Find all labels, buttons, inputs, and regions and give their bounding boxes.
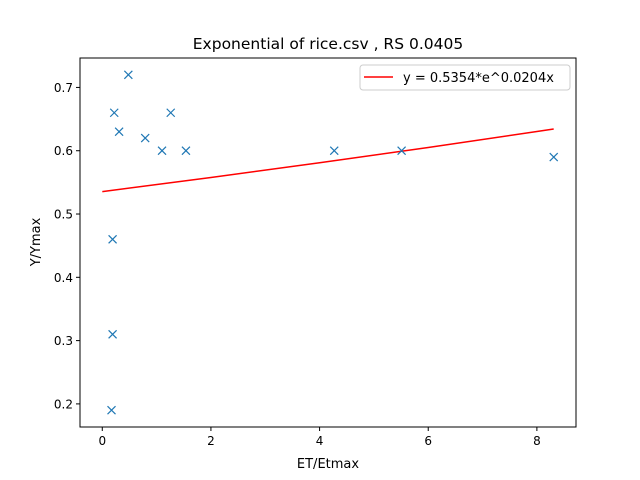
data-point-marker <box>157 146 167 156</box>
data-point-marker <box>140 133 150 143</box>
x-axis: 0 2 4 6 8 <box>98 427 541 448</box>
legend: y = 0.5354*e^0.0204x <box>359 64 571 91</box>
fit-line <box>102 128 554 193</box>
x-tick-label: 0 <box>98 434 106 448</box>
data-point-marker <box>123 70 133 80</box>
chart-title: Exponential of rice.csv , RS 0.0405 <box>193 35 463 53</box>
data-point-marker <box>109 108 119 118</box>
data-point-marker <box>329 146 339 156</box>
x-tick-label: 6 <box>424 434 432 448</box>
data-point-marker <box>181 146 191 156</box>
y-axis: 0.2 0.3 0.4 0.5 0.6 0.7 <box>54 81 80 411</box>
legend-label: y = 0.5354*e^0.0204x <box>403 71 554 86</box>
y-axis-label: Y/Ymax <box>29 217 44 267</box>
x-tick-label: 4 <box>316 434 324 448</box>
axes-frame <box>79 57 577 428</box>
y-tick-label: 0.7 <box>54 81 73 95</box>
data-point-marker <box>166 108 176 118</box>
data-point-marker <box>549 152 559 162</box>
data-point-marker <box>107 405 116 415</box>
data-point-marker <box>108 329 118 339</box>
data-point-marker <box>397 146 407 156</box>
x-axis-label: ET/Etmax <box>297 457 359 472</box>
y-tick-label: 0.3 <box>54 334 73 348</box>
legend-box <box>359 64 571 91</box>
x-tick-label: 8 <box>533 434 541 448</box>
plot-area <box>102 70 559 415</box>
y-tick-label: 0.5 <box>54 208 73 222</box>
x-tick-label: 2 <box>207 434 215 448</box>
y-tick-label: 0.6 <box>54 144 73 158</box>
y-tick-label: 0.4 <box>54 271 73 285</box>
data-point-marker <box>108 234 118 244</box>
data-point-marker <box>114 127 124 137</box>
y-tick-label: 0.2 <box>54 397 73 411</box>
